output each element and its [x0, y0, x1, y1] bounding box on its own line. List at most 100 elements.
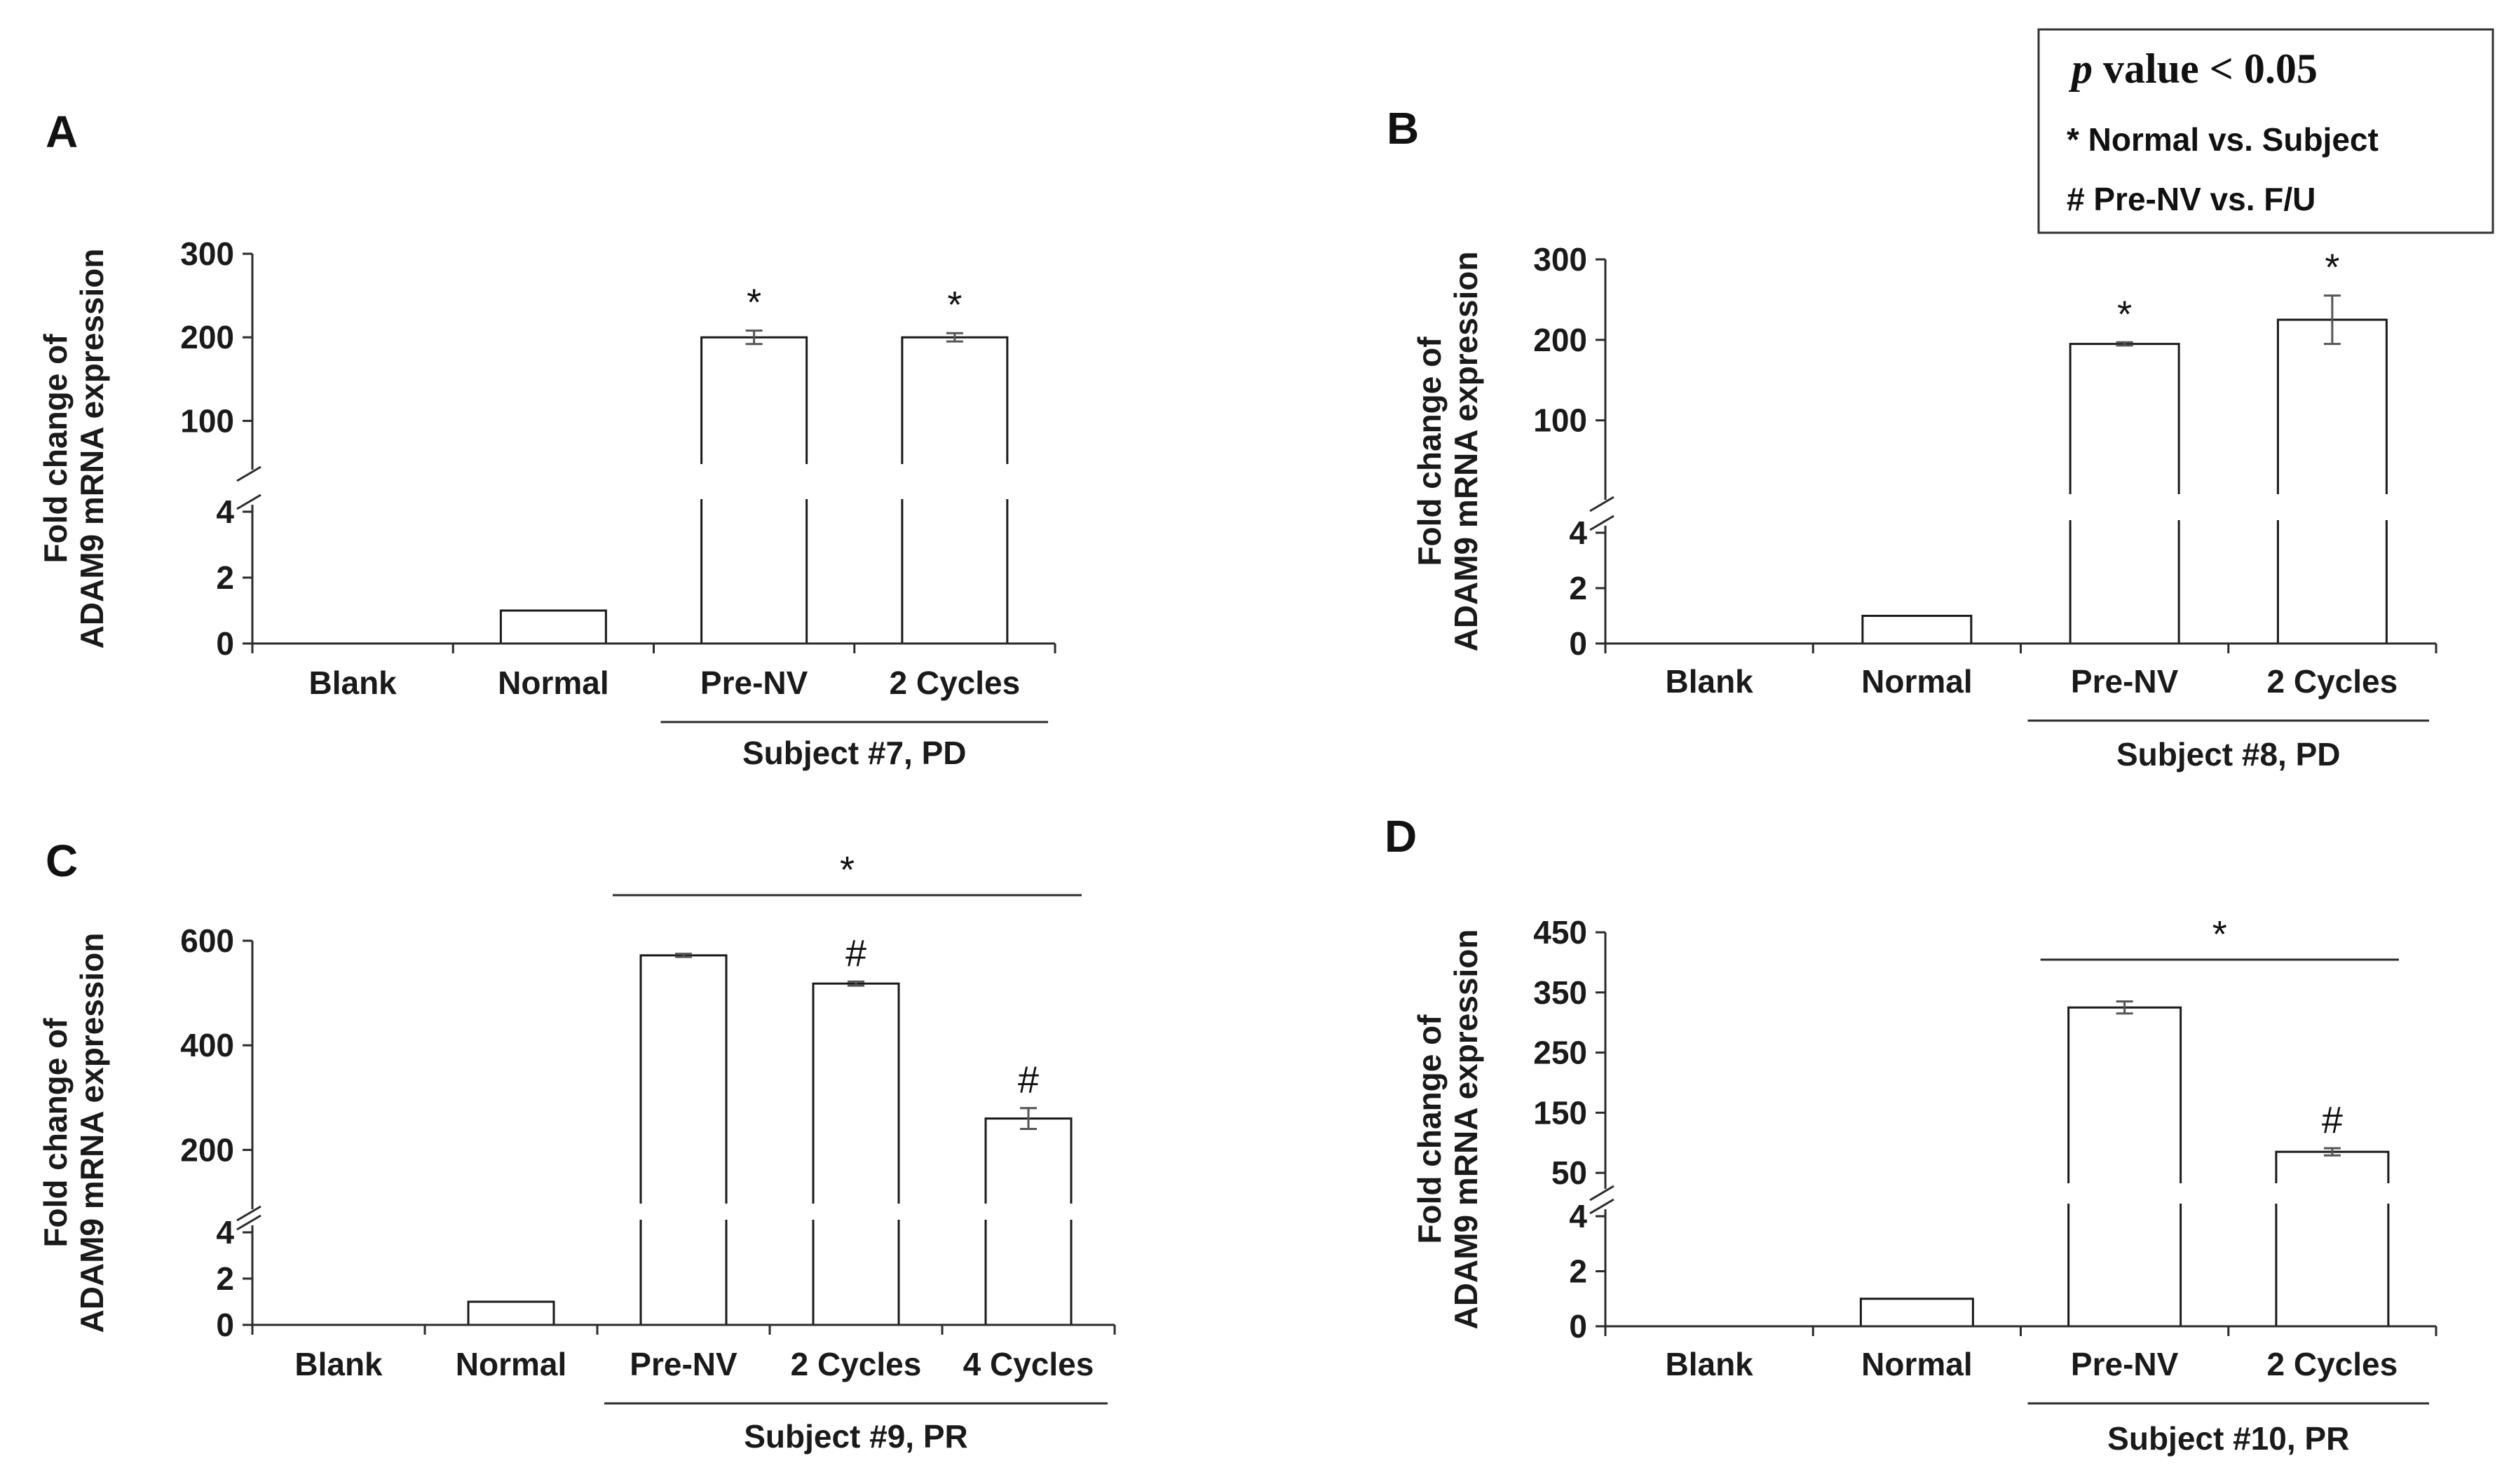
y-tick-label: 300: [1533, 241, 1587, 278]
bar-pre-nv: [2069, 343, 2180, 644]
bar-normal: [1859, 1298, 1974, 1326]
panel-a: A Fold change of ADAM9 mRNA expression * * 0 2…: [37, 107, 1056, 771]
error-bar: [848, 980, 864, 987]
bar-2-cycles: [812, 982, 900, 1325]
group-label: Subject #7, PD: [742, 735, 967, 771]
bar-break-gap: [2068, 494, 2182, 520]
bar-normal: [1861, 615, 1973, 644]
category-label: 2 Cycles: [791, 1346, 922, 1382]
category-label: Blank: [1665, 663, 1753, 700]
panel-d: D Fold change of ADAM9 mRNA expression #0 2 4…: [1385, 811, 2437, 1457]
y-axis-title: Fold change of ADAM9 mRNA expression: [37, 249, 110, 649]
axis-break-mark: [236, 1205, 261, 1231]
category-label: Pre-NV: [630, 1346, 737, 1382]
legend-title: p value < 0.05: [2068, 46, 2318, 92]
y-tick-label: 300: [180, 236, 234, 272]
category-label: Normal: [1861, 1346, 1972, 1382]
panel-label: B: [1387, 103, 1419, 154]
y-tick-label: 2: [216, 559, 234, 596]
category-label: 2 Cycles: [2267, 663, 2398, 700]
significance-marker: *: [947, 284, 962, 326]
category-label: 2 Cycles: [890, 665, 1021, 701]
error-bar: [2323, 1147, 2341, 1157]
category-label: Blank: [308, 665, 397, 701]
y-axis-title: Fold change of ADAM9 mRNA expression: [1411, 252, 1484, 652]
legend-line-2: # Pre-NV vs. F/U: [2067, 181, 2316, 217]
y-tick-label: 0: [216, 1307, 234, 1343]
y-axis-title-line-2: ADAM9 mRNA expression: [1448, 930, 1484, 1330]
y-tick-label: 250: [1533, 1035, 1587, 1071]
y-tick-label: 200: [1533, 322, 1587, 358]
legend-p-symbol: p: [2068, 46, 2093, 92]
y-axis-title: Fold change of ADAM9 mRNA expression: [37, 933, 110, 1333]
category-label: Blank: [294, 1346, 383, 1382]
significance-marker: *: [2325, 247, 2339, 289]
y-tick-label: 200: [180, 1131, 234, 1168]
error-bar: [2116, 341, 2133, 347]
panel-b: B Fold change of ADAM9 mRNA expression * * 0 2…: [1387, 103, 2437, 772]
panel-label: D: [1385, 811, 1417, 862]
legend-line-1: * Normal vs. Subject: [2067, 121, 2379, 158]
error-bar: [946, 332, 963, 343]
y-axis-title-line-1: Fold change of: [1411, 1014, 1448, 1244]
bar-normal: [467, 1300, 555, 1325]
group-label: Subject #8, PD: [2116, 736, 2341, 772]
category-label: 2 Cycles: [2267, 1346, 2398, 1382]
significance-marker: #: [845, 932, 866, 974]
bar-break-gap: [2066, 1183, 2183, 1204]
significance-line-marker: *: [2212, 913, 2227, 955]
y-tick-label: 200: [180, 319, 234, 355]
y-tick-label: 4: [1569, 1198, 1587, 1234]
y-axis-title-line-2: ADAM9 mRNA expression: [74, 933, 110, 1333]
y-tick-label: 2: [1569, 570, 1587, 606]
y-tick-label: 4: [1569, 515, 1587, 551]
y-axis-title-line-1: Fold change of: [37, 1018, 74, 1248]
y-tick-label: 4: [216, 493, 234, 530]
error-bar: [2116, 1000, 2133, 1015]
bar-pre-nv: [2067, 1006, 2182, 1326]
group-label: Subject #10, PR: [2107, 1420, 2349, 1457]
y-tick-label: 0: [1569, 625, 1587, 662]
bar-pre-nv: [639, 954, 728, 1325]
y-axis-title: Fold change of ADAM9 mRNA expression: [1411, 930, 1484, 1330]
y-axis-title-line-2: ADAM9 mRNA expression: [1448, 252, 1484, 652]
y-tick-label: 150: [1533, 1094, 1587, 1131]
panel-label: A: [46, 107, 78, 157]
y-tick-label: 50: [1551, 1155, 1587, 1191]
error-bar: [2323, 294, 2341, 346]
error-bar: [745, 329, 763, 346]
y-tick-label: 100: [1533, 402, 1587, 439]
significance-marker: #: [2322, 1099, 2343, 1141]
panel-label: C: [46, 836, 78, 886]
y-tick-label: 350: [1533, 974, 1587, 1011]
y-tick-label: 600: [180, 923, 234, 959]
error-bar: [1020, 1107, 1037, 1131]
bar-break-gap: [699, 464, 809, 499]
bar-break-gap: [984, 1204, 1073, 1220]
bar-break-gap: [2273, 1183, 2391, 1204]
y-tick-label: 0: [1569, 1308, 1587, 1345]
bar-normal: [499, 609, 607, 644]
category-label: Blank: [1665, 1346, 1753, 1382]
bar-2-cycles: [2275, 1150, 2390, 1326]
y-tick-label: 2: [1569, 1253, 1587, 1290]
panel-c: C Fold change of ADAM9 mRNA expression # #0 2…: [37, 836, 1116, 1455]
y-axis-title-line-2: ADAM9 mRNA expression: [74, 249, 110, 649]
y-tick-label: 0: [216, 625, 234, 662]
axis-break-mark: [236, 465, 261, 510]
bar-break-gap: [811, 1204, 901, 1220]
y-axis-title-line-1: Fold change of: [1411, 336, 1448, 566]
y-tick-label: 400: [180, 1027, 234, 1063]
category-label: Pre-NV: [700, 665, 808, 701]
legend-p-text: value < 0.05: [2093, 46, 2318, 92]
y-axis-title-line-1: Fold change of: [37, 334, 74, 564]
category-label: Pre-NV: [2071, 1346, 2179, 1382]
axis-break-mark: [1589, 496, 1614, 531]
category-label: Normal: [1861, 663, 1972, 700]
significance-marker: *: [2117, 293, 2132, 335]
bar-2-cycles: [2276, 318, 2388, 644]
category-label: Pre-NV: [2071, 663, 2179, 700]
y-tick-label: 4: [216, 1214, 234, 1251]
category-label: 4 Cycles: [963, 1346, 1094, 1382]
